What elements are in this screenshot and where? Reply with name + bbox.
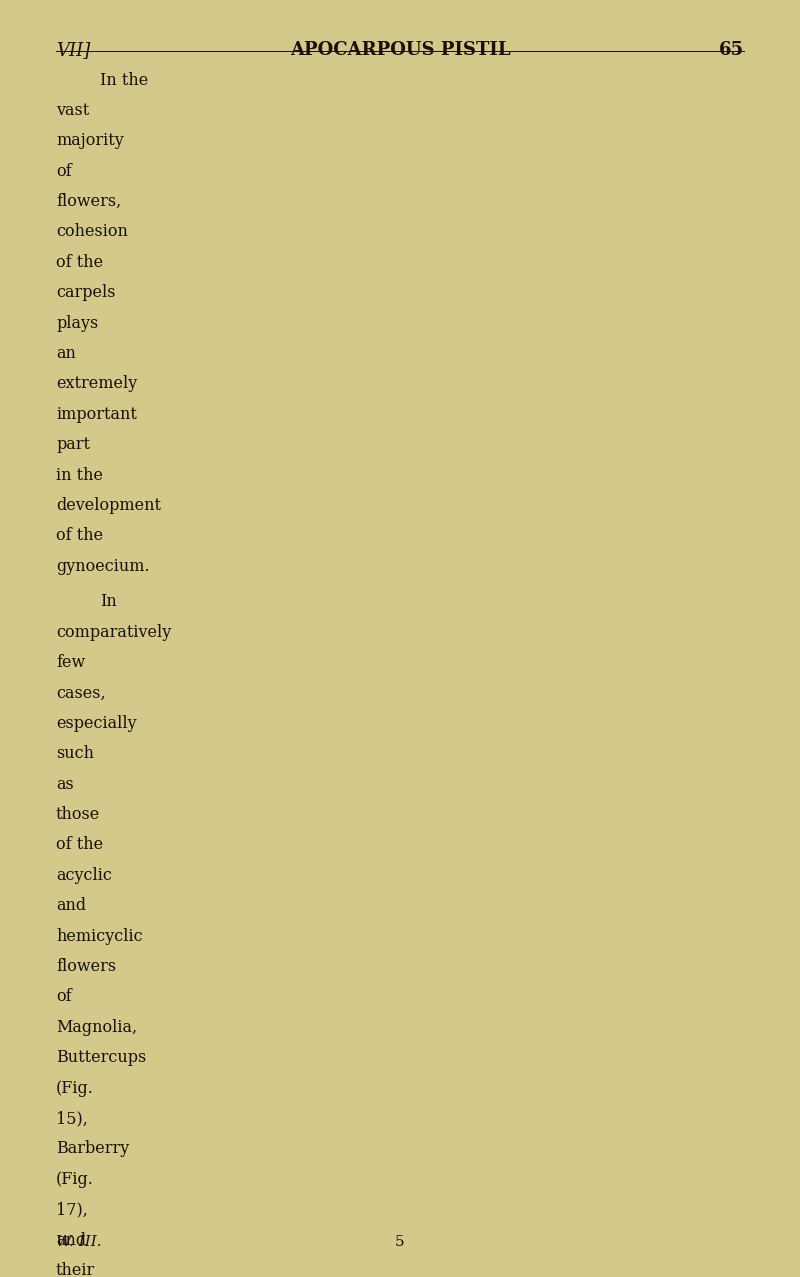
Text: part: part (56, 437, 90, 453)
Text: those: those (56, 806, 100, 824)
Text: especially: especially (56, 715, 137, 732)
Text: Buttercups: Buttercups (56, 1050, 146, 1066)
Text: and: and (56, 898, 86, 914)
Text: 17),: 17), (56, 1202, 88, 1218)
Text: an: an (56, 345, 76, 363)
Text: VII]: VII] (56, 41, 90, 59)
Text: important: important (56, 406, 137, 423)
Text: 5: 5 (395, 1235, 405, 1249)
Text: APOCARPOUS PISTIL: APOCARPOUS PISTIL (290, 41, 510, 59)
Text: cohesion: cohesion (56, 223, 128, 240)
Text: flowers,: flowers, (56, 193, 122, 211)
Text: carpels: carpels (56, 285, 115, 301)
Text: of: of (56, 988, 72, 1005)
Text: Barberry: Barberry (56, 1140, 130, 1157)
Text: their: their (56, 1262, 95, 1277)
Text: few: few (56, 654, 86, 672)
Text: In the: In the (100, 72, 148, 88)
Text: hemicyclic: hemicyclic (56, 927, 142, 945)
Text: (Fig.: (Fig. (56, 1171, 94, 1188)
Text: extremely: extremely (56, 375, 138, 392)
Text: of the: of the (56, 254, 103, 271)
Text: In: In (100, 594, 117, 610)
Text: comparatively: comparatively (56, 623, 171, 641)
Text: flowers: flowers (56, 958, 116, 976)
Text: gynoecium.: gynoecium. (56, 558, 150, 575)
Text: (Fig.: (Fig. (56, 1079, 94, 1097)
Text: of the: of the (56, 527, 103, 544)
Text: of: of (56, 162, 72, 180)
Text: vast: vast (56, 102, 90, 119)
Text: Magnolia,: Magnolia, (56, 1019, 137, 1036)
Text: 65: 65 (719, 41, 744, 59)
Text: as: as (56, 775, 74, 793)
Text: such: such (56, 746, 94, 762)
Text: development: development (56, 497, 161, 515)
Text: acyclic: acyclic (56, 867, 112, 884)
Text: and: and (56, 1231, 86, 1249)
Text: of the: of the (56, 836, 103, 853)
Text: 15),: 15), (56, 1110, 88, 1128)
Text: majority: majority (56, 133, 124, 149)
Text: cases,: cases, (56, 684, 106, 701)
Text: W. III.: W. III. (56, 1235, 102, 1249)
Text: in the: in the (56, 466, 103, 484)
Text: plays: plays (56, 314, 98, 332)
